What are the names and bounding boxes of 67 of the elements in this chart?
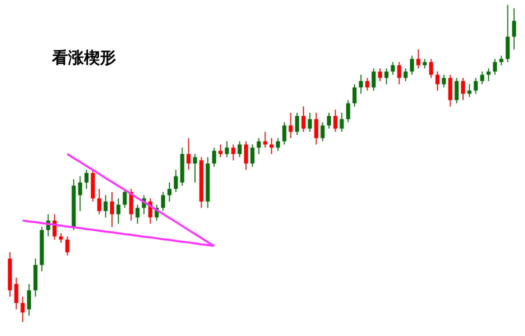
text: 看涨楔形 [51, 48, 116, 67]
candlestick [218, 144, 223, 158]
candlestick [384, 68, 388, 85]
candlestick [84, 169, 88, 190]
candlestick [512, 8, 516, 50]
candlestick [410, 55, 414, 76]
candlestick [480, 71, 484, 85]
candlestick [174, 169, 178, 193]
candlestick [256, 138, 261, 154]
candlestick [352, 84, 357, 107]
candlestick [110, 192, 114, 228]
candlestick [474, 77, 478, 94]
candlestick [192, 153, 197, 184]
candlestick [499, 55, 504, 66]
candlestick [314, 112, 318, 145]
candlestick [372, 68, 376, 92]
candlestick [448, 74, 452, 107]
candlestick [492, 58, 497, 76]
candlestick [327, 112, 332, 130]
candlestick [346, 100, 350, 123]
candlestick [20, 296, 25, 322]
candlestick [378, 68, 382, 82]
candlestick [404, 68, 408, 82]
candlestick [308, 112, 312, 132]
candlestick [429, 58, 434, 78]
candlestick [116, 198, 120, 224]
candlestick [320, 122, 325, 142]
candlestick [58, 232, 63, 244]
candlestick [397, 62, 402, 85]
candlestick [301, 106, 306, 132]
candlestick [486, 68, 491, 82]
candlestick [358, 74, 363, 94]
candlestick [282, 122, 286, 145]
candlestick [270, 138, 274, 154]
candlestick [506, 4, 510, 63]
candlestick [167, 182, 172, 202]
candlestick [231, 144, 236, 161]
candlestick [224, 140, 229, 158]
candlestick [104, 194, 108, 218]
candlestick [238, 140, 242, 158]
candlestick [78, 176, 82, 212]
candlestick [244, 140, 248, 170]
candlestick [122, 188, 127, 208]
candlestick [436, 71, 440, 92]
candlestick [295, 112, 300, 136]
candlestick [340, 112, 344, 132]
candlestick [442, 74, 446, 88]
candlestick [422, 58, 427, 69]
candlestick [27, 283, 32, 316]
candlestick [454, 77, 459, 104]
candlestick [250, 144, 254, 168]
candlestick [461, 77, 466, 101]
candlestick [276, 138, 280, 152]
candlestick [65, 236, 70, 256]
candlestick [161, 192, 166, 212]
candlestick [97, 188, 102, 215]
candlestick [212, 147, 216, 168]
candlestick [288, 112, 293, 139]
candlestick [333, 109, 338, 132]
candlestick [136, 204, 140, 224]
candlestick [14, 277, 18, 310]
candlestick [186, 138, 191, 170]
candlestick [263, 131, 268, 148]
candlestick [416, 48, 420, 69]
candlestick [365, 77, 370, 92]
candlestick [467, 84, 472, 98]
candlestick [390, 62, 395, 76]
